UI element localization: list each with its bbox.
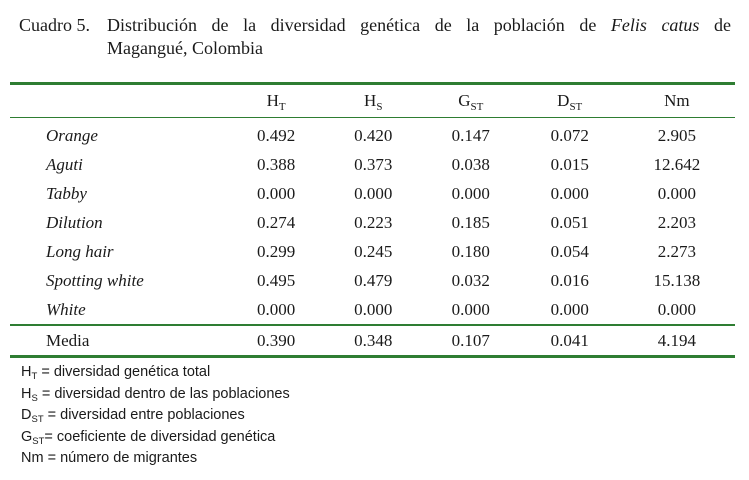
header-gst: GST xyxy=(420,83,521,118)
row-label: Dilution xyxy=(46,212,103,232)
cell-ht: 0.274 xyxy=(257,212,296,232)
cell-hs: 0.000 xyxy=(354,183,393,203)
cell-hs: 0.223 xyxy=(354,212,393,232)
total-label: Media xyxy=(46,330,90,350)
table-caption: Cuadro 5. Distribución de la diversidad … xyxy=(19,14,731,60)
total-dst: 0.041 xyxy=(550,330,589,350)
table-footnotes: HT = diversidad genética total HS = dive… xyxy=(21,362,290,470)
cell-nm: 2.273 xyxy=(657,241,696,261)
cell-nm: 12.642 xyxy=(653,154,701,174)
cell-ht: 0.000 xyxy=(257,183,296,203)
total-gst: 0.107 xyxy=(451,330,490,350)
table-row: Spotting white 0.495 0.479 0.032 0.016 1… xyxy=(10,266,735,295)
row-label: White xyxy=(46,299,86,319)
cell-nm: 15.138 xyxy=(653,270,701,290)
cell-nm: 2.905 xyxy=(657,125,696,145)
caption-line-2: Magangué, Colombia xyxy=(107,38,263,58)
cell-hs: 0.373 xyxy=(354,154,393,174)
cell-ht: 0.492 xyxy=(257,125,296,145)
cell-nm: 2.203 xyxy=(657,212,696,232)
table-row: White 0.000 0.000 0.000 0.000 0.000 xyxy=(10,295,735,325)
cell-gst: 0.180 xyxy=(451,241,490,261)
table-row: Aguti 0.388 0.373 0.038 0.015 12.642 xyxy=(10,150,735,179)
cell-dst: 0.000 xyxy=(550,183,589,203)
cell-gst: 0.185 xyxy=(451,212,490,232)
cell-ht: 0.495 xyxy=(257,270,296,290)
cell-ht: 0.000 xyxy=(257,299,296,319)
row-label: Orange xyxy=(46,125,98,145)
cell-nm: 0.000 xyxy=(657,183,696,203)
table-row: Long hair 0.299 0.245 0.180 0.054 2.273 xyxy=(10,237,735,266)
header-dst: DST xyxy=(520,83,619,118)
header-nm: Nm xyxy=(618,83,735,118)
cell-ht: 0.299 xyxy=(257,241,296,261)
cell-dst: 0.000 xyxy=(550,299,589,319)
caption-species: Felis catus xyxy=(610,15,700,35)
cell-hs: 0.479 xyxy=(354,270,393,290)
total-ht: 0.390 xyxy=(257,330,296,350)
footnote-gst: GST= coeficiente de diversidad genética xyxy=(21,428,276,447)
cell-ht: 0.388 xyxy=(257,154,296,174)
caption-text-after: de xyxy=(714,15,731,35)
row-label: Tabby xyxy=(46,183,87,203)
caption-title: Distribución de la diversidad genética d… xyxy=(107,14,731,37)
cell-dst: 0.016 xyxy=(550,270,589,290)
row-label: Long hair xyxy=(46,241,114,261)
row-label: Aguti xyxy=(46,154,83,174)
cell-gst: 0.147 xyxy=(451,125,490,145)
footnote-ht: HT = diversidad genética total xyxy=(21,364,211,382)
footnote-nm: Nm = número de migrantes xyxy=(21,450,198,466)
header-name-cell xyxy=(10,83,227,118)
cell-dst: 0.051 xyxy=(550,212,589,232)
cell-hs: 0.420 xyxy=(354,125,393,145)
cell-hs: 0.245 xyxy=(354,241,393,261)
cell-nm: 0.000 xyxy=(657,299,696,319)
header-ht: HT xyxy=(226,83,326,118)
table-row: Dilution 0.274 0.223 0.185 0.051 2.203 xyxy=(10,208,735,237)
row-label: Spotting white xyxy=(46,270,144,290)
cell-dst: 0.072 xyxy=(550,125,589,145)
total-nm: 4.194 xyxy=(657,330,696,350)
cell-hs: 0.000 xyxy=(354,299,393,319)
cell-dst: 0.015 xyxy=(550,154,589,174)
table-row: Orange 0.492 0.420 0.147 0.072 2.905 xyxy=(10,118,735,151)
table-row: Tabby 0.000 0.000 0.000 0.000 0.000 xyxy=(10,179,735,208)
genetic-diversity-table: HT HS GST DST Nm Orange 0.492 0.420 0.14… xyxy=(10,82,735,358)
cell-gst: 0.032 xyxy=(451,270,490,290)
caption-number: Cuadro 5. xyxy=(19,15,90,35)
header-hs: HS xyxy=(325,83,421,118)
footnote-hs: HS = diversidad dentro de las poblacione… xyxy=(21,385,290,404)
cell-gst: 0.000 xyxy=(451,299,490,319)
footnote-dst: DST = diversidad entre poblaciones xyxy=(21,407,245,425)
table-header-row: HT HS GST DST Nm xyxy=(10,83,735,118)
cell-gst: 0.038 xyxy=(451,154,490,174)
table-total-row: Media 0.390 0.348 0.107 0.041 4.194 xyxy=(10,325,735,357)
total-hs: 0.348 xyxy=(354,330,393,350)
caption-text-before: Distribución de la diversidad genética d… xyxy=(107,15,597,35)
cell-gst: 0.000 xyxy=(451,183,490,203)
cell-dst: 0.054 xyxy=(550,241,589,261)
